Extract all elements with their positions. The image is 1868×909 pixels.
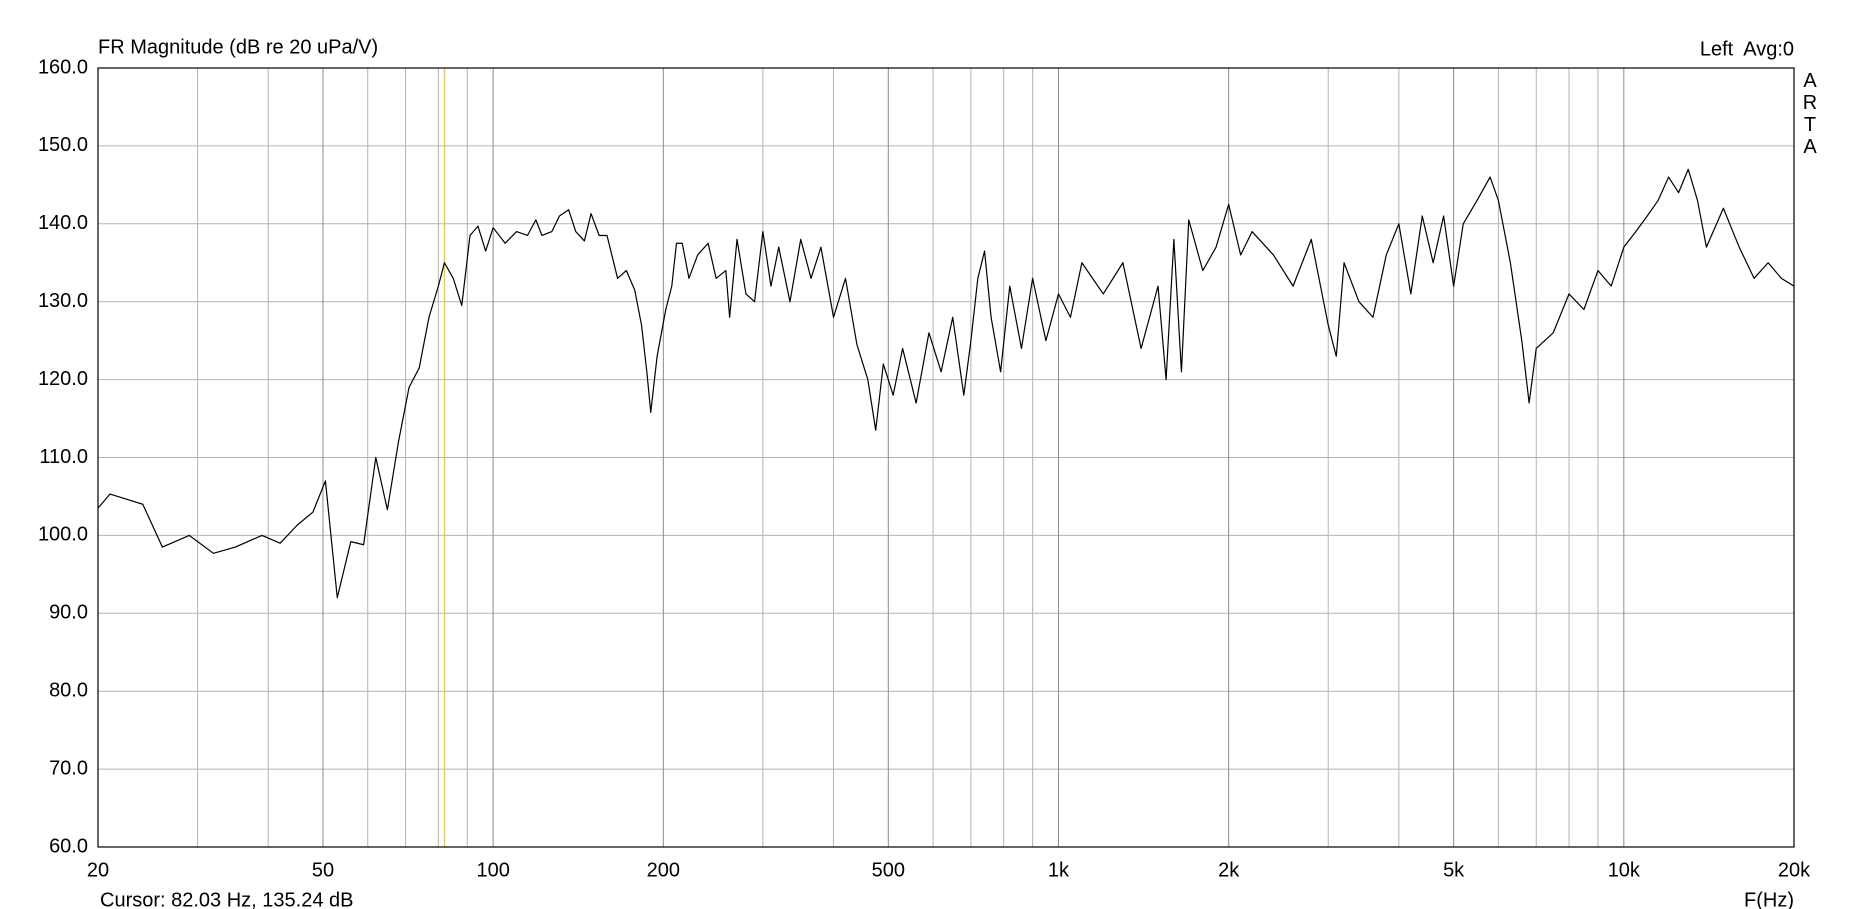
y-tick-label: 110.0 [39,446,88,468]
x-axis-label: F(Hz) [1744,889,1794,909]
cursor-readout: Cursor: 82.03 Hz, 135.24 dB [100,889,353,909]
y-tick-label: 140.0 [38,212,88,234]
y-tick-label: 100.0 [38,524,88,546]
brand: ARTA [1799,70,1821,158]
y-tick-label: 120.0 [38,368,88,390]
y-tick-label: 150.0 [38,134,88,156]
y-tick-label: 70.0 [49,757,88,779]
x-tick-label: 1k [1048,859,1070,881]
y-tick-label: 60.0 [49,835,88,857]
response-line [97,168,1795,599]
x-tick-label: 100 [476,859,509,881]
y-tick-label: 160.0 [38,56,88,78]
x-tick-label: 20k [1778,859,1811,881]
y-tick-label: 130.0 [38,290,88,312]
x-tick-label: 10k [1608,859,1641,881]
x-tick-label: 500 [872,859,905,881]
x-tick-label: 200 [647,859,680,881]
y-tick-label: 90.0 [49,602,88,624]
x-tick-label: 5k [1443,859,1465,881]
x-tick-label: 50 [312,859,334,881]
channel-label: Left Avg:0 [1700,38,1794,60]
x-tick-label: 2k [1218,859,1240,881]
x-tick-label: 20 [87,859,109,881]
chart-title: FR Magnitude (dB re 20 uPa/V) [98,36,378,58]
plot-frame [97,67,1795,848]
y-tick-label: 80.0 [49,679,88,701]
